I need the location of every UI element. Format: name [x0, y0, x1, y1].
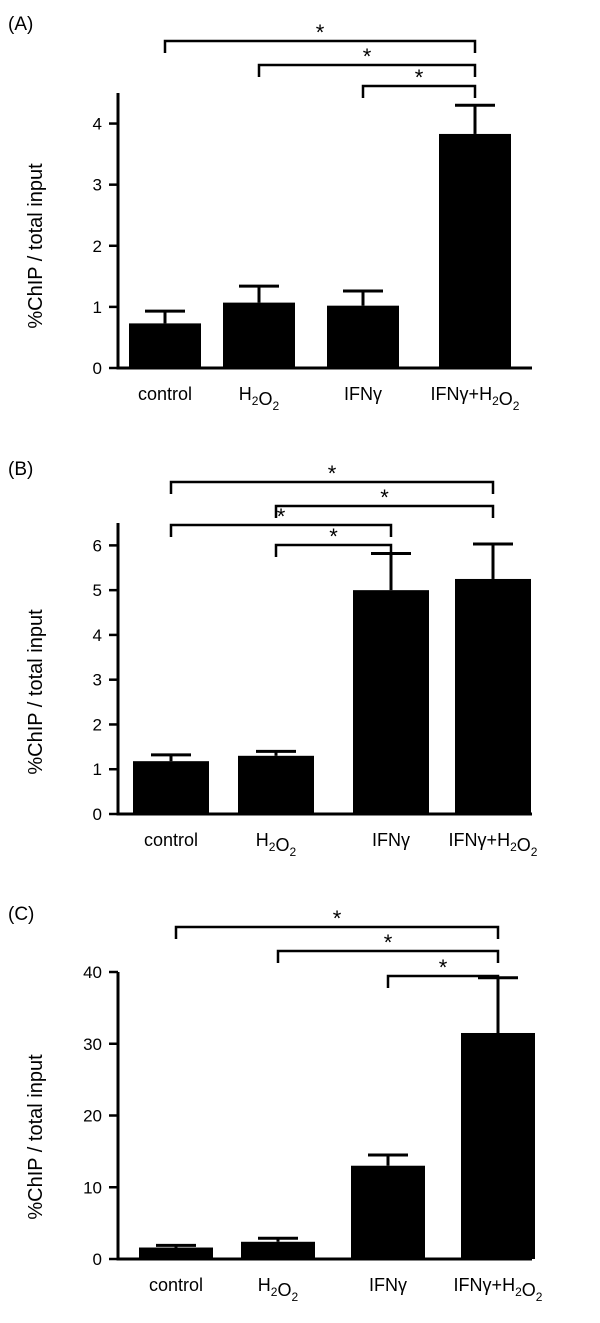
significance-star: *: [333, 906, 342, 931]
bar-1: [133, 761, 209, 814]
significance-star: *: [439, 955, 448, 980]
significance-star: *: [380, 485, 389, 510]
y-tick-label: 3: [93, 176, 102, 195]
bar-3: [327, 305, 399, 368]
significance-star: *: [363, 44, 372, 69]
y-tick-label: 4: [93, 115, 102, 134]
significance-star: *: [316, 20, 325, 45]
significance-bracket: [274, 543, 393, 557]
significance-bracket: [274, 504, 495, 518]
bar-3: [353, 590, 429, 814]
x-tick-label: control: [144, 830, 198, 850]
x-tick-label: H2O2: [256, 830, 297, 859]
y-tick-label: 0: [93, 805, 102, 824]
y-tick-label: 5: [93, 581, 102, 600]
x-tick-label: IFNγ+H2O2: [431, 384, 520, 413]
y-tick-label: 4: [93, 626, 102, 645]
significance-star: *: [329, 524, 338, 549]
chart-panel-a: (A) %ChIP / total input * * * 0 1 2 3 4 contro…: [8, 14, 532, 413]
bar-1: [139, 1247, 213, 1259]
x-tick-label: IFNγ: [344, 384, 382, 404]
significance-bracket: [257, 63, 477, 77]
significance-bracket: [276, 949, 500, 963]
y-tick-label: 20: [83, 1107, 102, 1126]
panel-label: (C): [8, 904, 34, 925]
y-axis-label: %ChIP / total input: [25, 609, 47, 775]
significance-bracket: [163, 39, 477, 53]
panel-label: (A): [8, 14, 33, 35]
significance-bracket: [361, 84, 477, 98]
y-tick-label: 6: [93, 536, 102, 555]
bar-4: [455, 578, 531, 814]
y-tick-label: 40: [83, 963, 102, 982]
x-tick-label: IFNγ+H2O2: [454, 1275, 543, 1304]
bar-3: [351, 1165, 425, 1259]
significance-star: *: [384, 930, 393, 955]
y-tick-label: 2: [93, 715, 102, 734]
panel-label: (B): [8, 459, 33, 480]
significance-bracket: [169, 523, 393, 537]
y-tick-label: 30: [83, 1035, 102, 1054]
chart-panel-b: (B) %ChIP / total input * * * * 0 1 2 3 4 5 6 con…: [8, 459, 538, 859]
bar-2: [241, 1241, 315, 1259]
x-tick-label: IFNγ+H2O2: [449, 830, 538, 859]
x-tick-label: IFNγ: [369, 1275, 407, 1295]
x-tick-label: IFNγ: [372, 830, 410, 850]
x-tick-label: H2O2: [239, 384, 280, 413]
y-axis-label: %ChIP / total input: [25, 1054, 47, 1220]
significance-bracket: [169, 480, 495, 494]
x-tick-label: control: [138, 384, 192, 404]
bar-1: [129, 323, 201, 368]
bar-4: [439, 133, 511, 368]
significance-star: *: [277, 504, 286, 529]
chart-panel-c: (C) %ChIP / total input * * * 0 10 20 30 40 co…: [8, 904, 543, 1304]
y-tick-label: 0: [93, 359, 102, 378]
y-tick-label: 0: [93, 1250, 102, 1269]
y-tick-label: 3: [93, 671, 102, 690]
significance-bracket: [174, 925, 500, 939]
significance-star: *: [328, 461, 337, 486]
y-tick-label: 1: [93, 298, 102, 317]
bar-2: [238, 755, 314, 814]
y-tick-label: 1: [93, 760, 102, 779]
x-tick-label: control: [149, 1275, 203, 1295]
significance-star: *: [415, 65, 424, 90]
x-tick-label: H2O2: [258, 1275, 299, 1304]
y-axis-label: %ChIP / total input: [25, 163, 47, 329]
bar-4: [461, 1032, 535, 1259]
y-tick-label: 10: [83, 1178, 102, 1197]
y-tick-label: 2: [93, 237, 102, 256]
bar-2: [223, 302, 295, 368]
